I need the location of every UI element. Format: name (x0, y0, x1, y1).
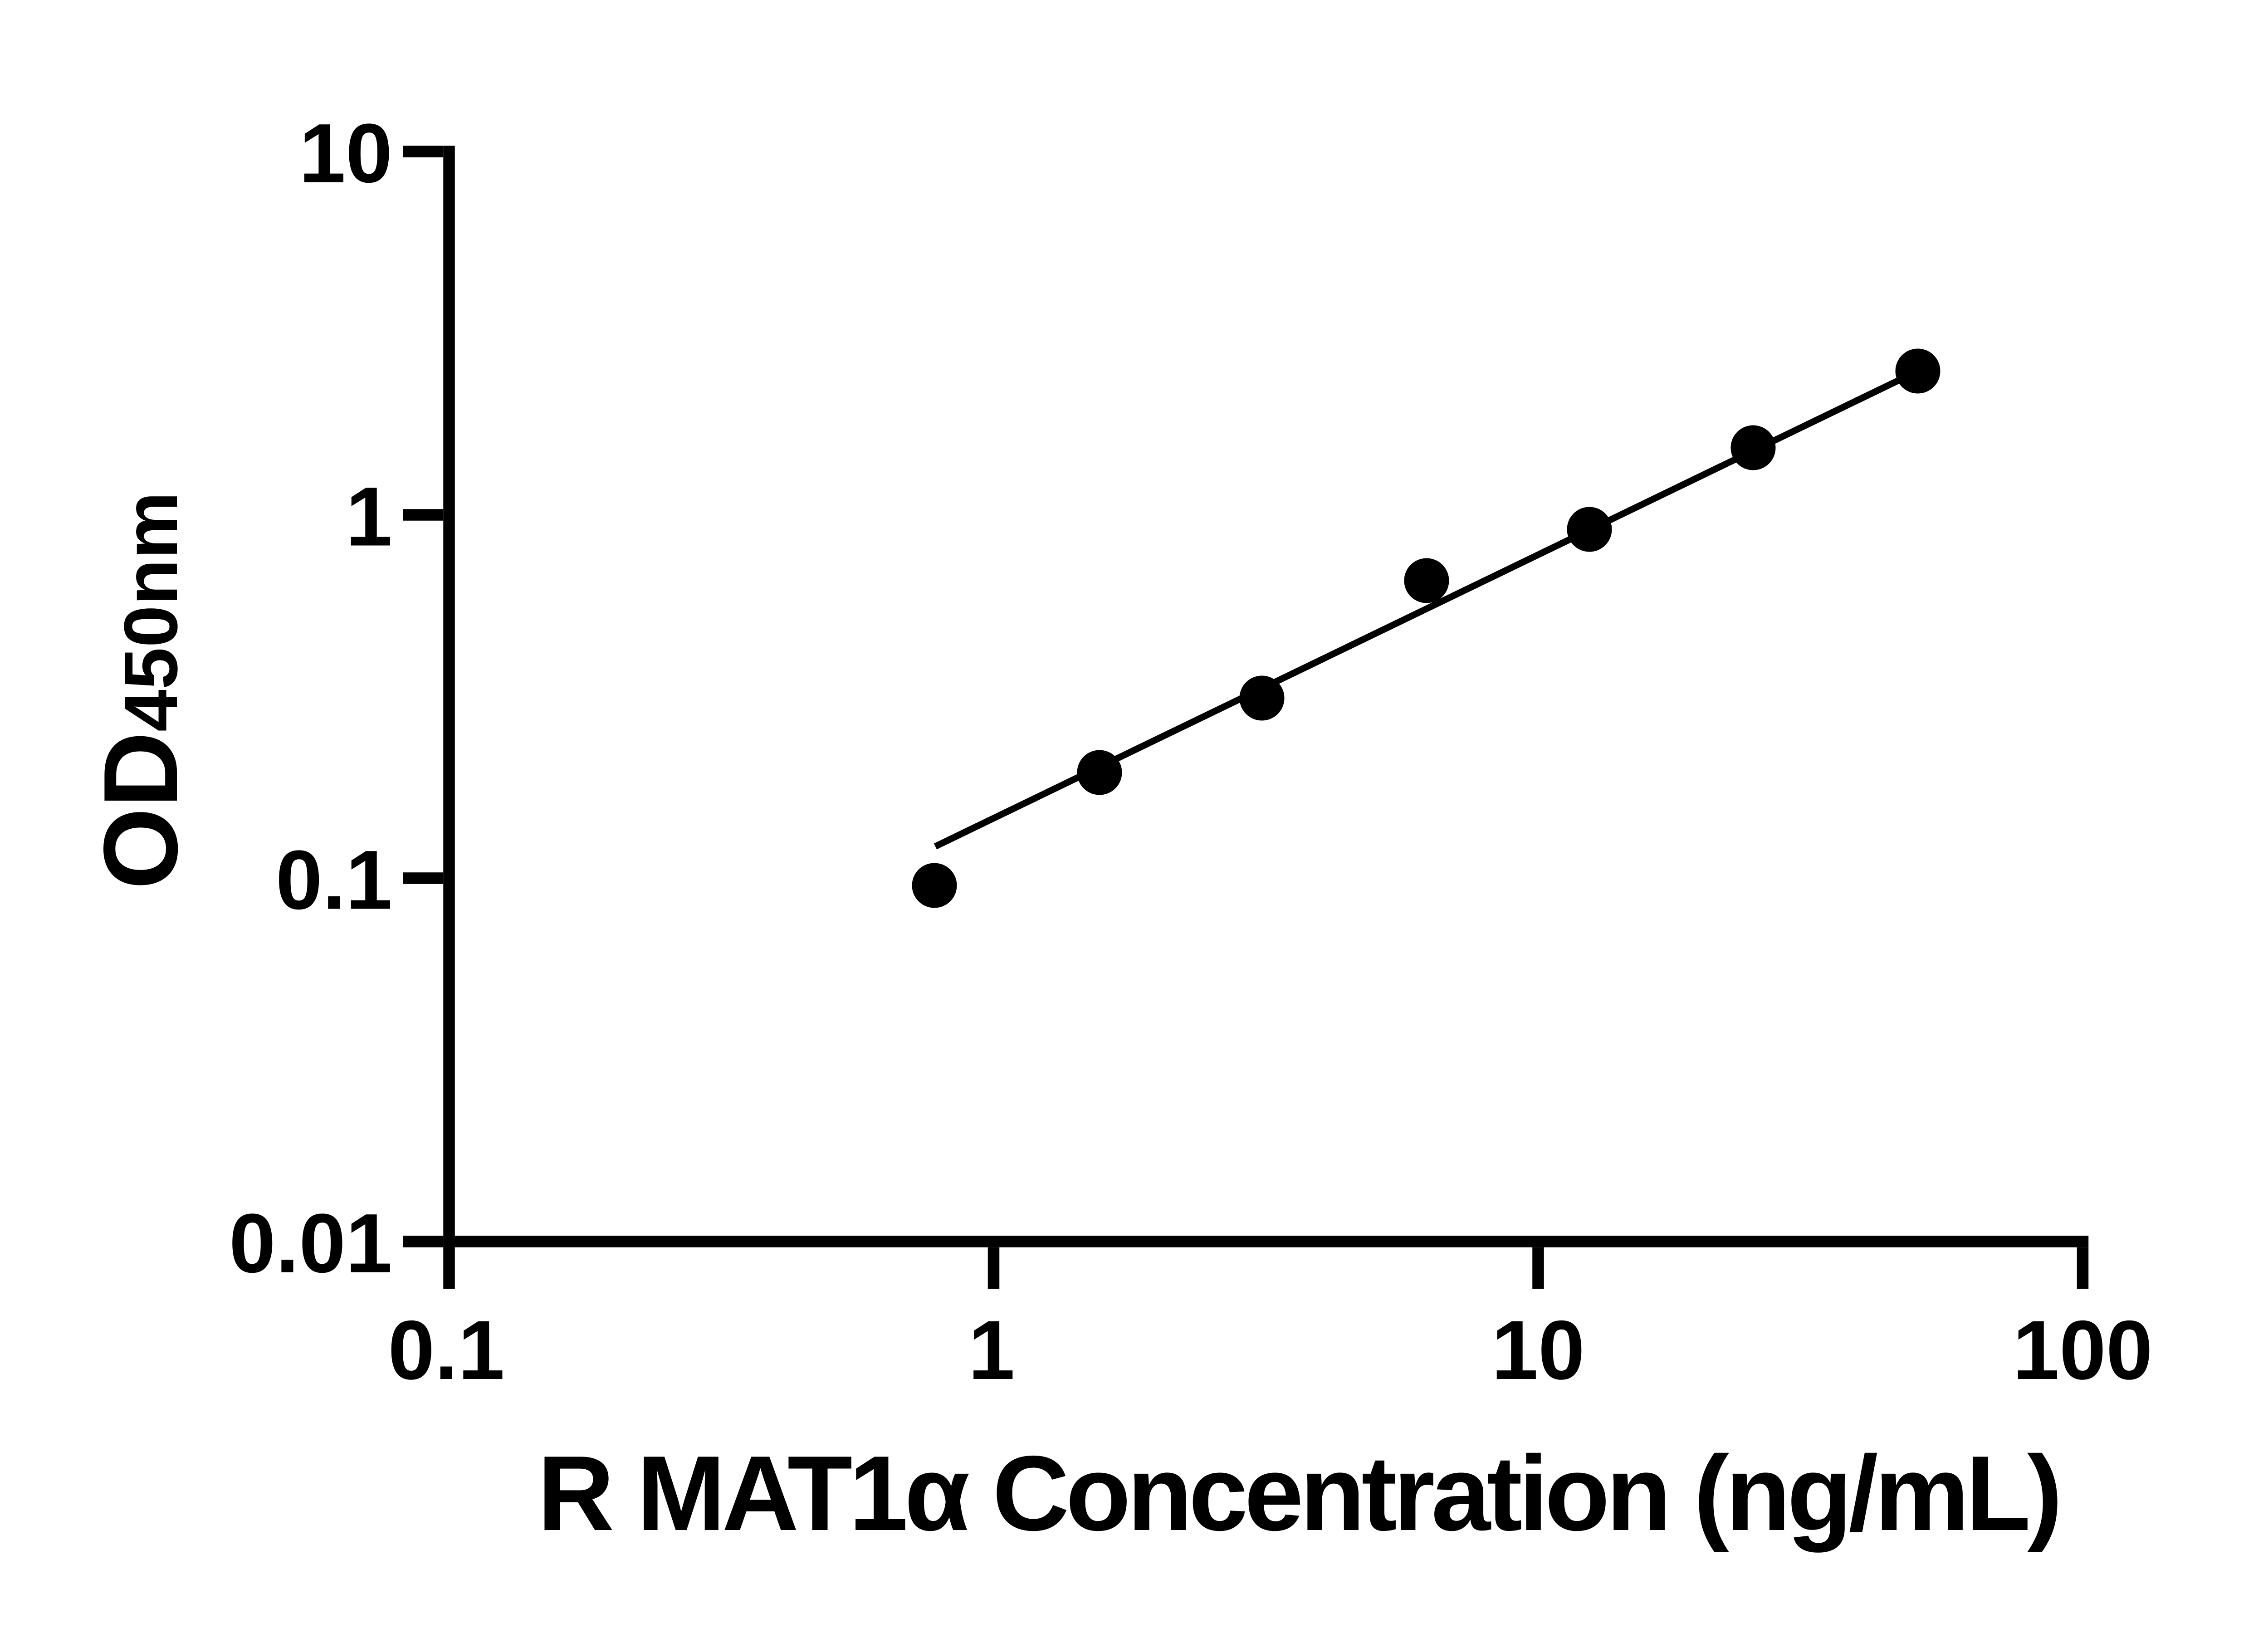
svg-text:R MAT1α Concentration (ng/mL): R MAT1α Concentration (ng/mL) (538, 1433, 2059, 1553)
svg-text:1: 1 (346, 470, 392, 564)
svg-text:100: 100 (2013, 1304, 2153, 1397)
svg-text:0.1: 0.1 (388, 1304, 504, 1397)
svg-text:0.1: 0.1 (276, 834, 392, 927)
svg-text:1: 1 (968, 1304, 1015, 1397)
svg-text:0.01: 0.01 (229, 1197, 392, 1291)
svg-text:10: 10 (299, 107, 392, 200)
svg-text:10: 10 (1491, 1304, 1585, 1397)
